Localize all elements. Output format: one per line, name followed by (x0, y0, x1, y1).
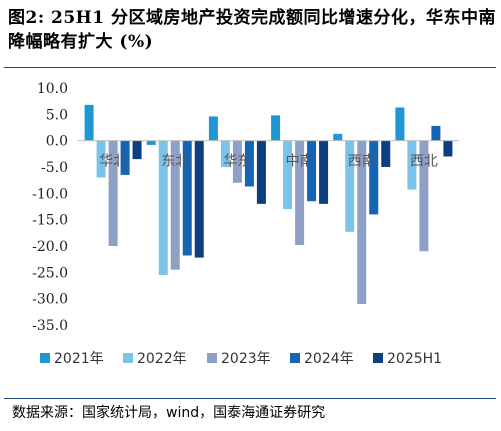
legend-label: 2021年 (54, 351, 104, 367)
bar (333, 133, 343, 141)
bar (283, 140, 293, 210)
y-tick-label: -25.0 (32, 265, 68, 281)
bar (295, 140, 305, 245)
legend-swatch (123, 353, 133, 363)
legend-label: 2025H1 (387, 351, 442, 367)
bar (108, 140, 118, 246)
bar (256, 140, 266, 204)
bar-chart: 10.0 5.0 0.0 -5.0 -10.0 -15.0 -20.0 -25.0 -30.0 -… (32, 81, 459, 367)
category-label: 西北 (410, 154, 438, 170)
bar (158, 140, 168, 275)
chart-title: 图2: 25H1 分区域房地产投资完成额同比增速分化，华东中南降幅略有扩大 (%… (8, 8, 496, 52)
category-label: 东北 (161, 154, 189, 170)
bar (319, 140, 329, 204)
bar (395, 107, 405, 141)
bar (381, 140, 391, 167)
y-tick-label: 0.0 (46, 134, 68, 150)
bar (345, 140, 355, 232)
bar (96, 140, 106, 178)
y-tick-label: -5.0 (41, 160, 68, 176)
category-label: 华北 (99, 154, 127, 170)
bar-series-group (84, 104, 453, 304)
title-divider (4, 67, 496, 68)
category-label: 中南 (286, 154, 314, 170)
bar (132, 140, 142, 160)
category-labels: 华北 东北 华东 中南 西南 西北 (99, 154, 438, 170)
bar (244, 140, 254, 187)
y-tick-label: -20.0 (32, 239, 68, 255)
category-label: 西南 (348, 154, 376, 170)
legend-label: 2024年 (304, 351, 354, 367)
y-axis: 10.0 5.0 0.0 -5.0 -10.0 -15.0 -20.0 -25.0 -30.0 -… (32, 81, 68, 334)
source-note: 数据来源：国家统计局，wind，国泰海通证券研究 (12, 405, 326, 421)
legend-swatch (290, 353, 300, 363)
bar (84, 104, 94, 141)
bar (232, 140, 242, 183)
bar (307, 140, 317, 202)
bar (194, 140, 204, 258)
legend: 2021年 2022年 2023年 2024年 2025H1 (40, 351, 442, 367)
legend-swatch (207, 353, 217, 363)
bar (220, 140, 230, 167)
bar (170, 140, 180, 270)
y-tick-label: -30.0 (32, 292, 68, 308)
category-label: 华东 (223, 154, 251, 170)
bar (369, 140, 379, 215)
bar (407, 140, 417, 190)
bar (146, 140, 156, 145)
bar (419, 140, 429, 252)
bar (431, 125, 441, 141)
source-divider (4, 398, 496, 399)
legend-swatch (40, 353, 50, 363)
bar (271, 115, 281, 141)
bar (443, 140, 453, 157)
legend-label: 2022年 (137, 351, 187, 367)
legend-label: 2023年 (221, 351, 271, 367)
y-tick-label: -35.0 (32, 318, 68, 334)
y-tick-label: 5.0 (46, 107, 68, 123)
bar (208, 116, 218, 141)
bar (182, 140, 192, 256)
legend-swatch (373, 353, 383, 363)
bar (357, 140, 367, 304)
bar (120, 140, 130, 175)
y-tick-label: 10.0 (37, 81, 68, 97)
y-tick-label: -10.0 (32, 186, 68, 202)
y-tick-label: -15.0 (32, 213, 68, 229)
